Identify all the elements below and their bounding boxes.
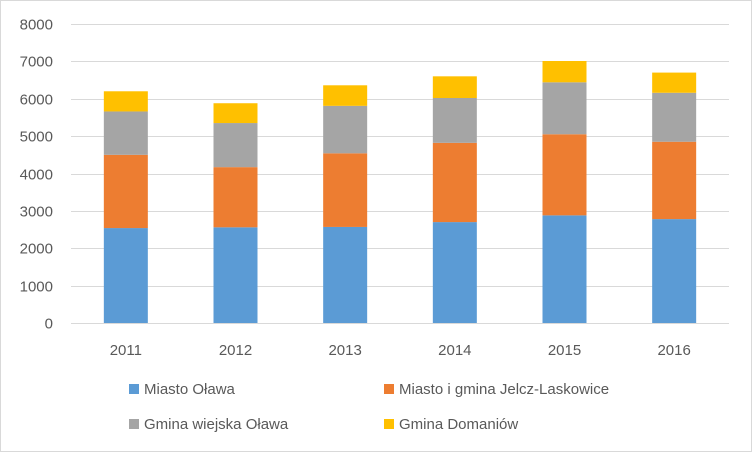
- legend-label: Miasto i gmina Jelcz-Laskowice: [399, 381, 609, 398]
- bar-segment: [213, 123, 258, 168]
- y-tick-label: 4000: [20, 167, 53, 184]
- legend-swatch: [384, 419, 394, 429]
- bar-segment: [542, 82, 587, 135]
- bar-segment: [103, 154, 148, 229]
- legend: Miasto Oława Miasto i gmina Jelcz-Laskowi…: [129, 381, 609, 433]
- bar-segment: [542, 215, 587, 323]
- bar-segment: [103, 91, 148, 112]
- x-tick-label: 2011: [110, 342, 142, 359]
- y-tick-label: 8000: [20, 17, 53, 34]
- legend-swatch: [129, 419, 139, 429]
- y-axis-ticks: 0 1000 2000 3000 4000 5000 6000 7000 8000: [20, 17, 53, 333]
- x-tick-label: 2014: [438, 342, 471, 359]
- bar-segment: [213, 167, 258, 228]
- bars: [103, 61, 697, 323]
- y-tick-label: 1000: [20, 279, 53, 296]
- legend-swatch: [129, 384, 139, 394]
- y-tick-label: 5000: [20, 129, 53, 146]
- bar-segment: [323, 105, 368, 154]
- bar-segment: [323, 85, 368, 106]
- y-tick-label: 7000: [20, 54, 53, 71]
- y-tick-label: 2000: [20, 241, 53, 258]
- bar-segment: [652, 92, 697, 142]
- legend-label: Gmina wiejska Oława: [144, 416, 289, 433]
- x-axis-ticks: 2011 2012 2013 2014 2015 2016: [110, 342, 691, 359]
- bar-segment: [432, 222, 477, 323]
- y-tick-label: 6000: [20, 92, 53, 109]
- bar-segment: [103, 228, 148, 323]
- legend-label: Miasto Oława: [144, 381, 236, 398]
- bar-segment: [103, 111, 148, 155]
- bar-segment: [432, 142, 477, 223]
- bar-segment: [432, 98, 477, 143]
- bar-segment: [323, 226, 368, 323]
- bar-segment: [652, 72, 697, 93]
- y-tick-label: 3000: [20, 204, 53, 221]
- legend-swatch: [384, 384, 394, 394]
- bar-segment: [432, 76, 477, 99]
- gridlines: [71, 24, 729, 287]
- bar-segment: [652, 141, 697, 220]
- y-tick-label: 0: [45, 316, 53, 333]
- x-tick-label: 2015: [548, 342, 581, 359]
- legend-label: Gmina Domaniów: [399, 416, 518, 433]
- bar-segment: [542, 61, 587, 83]
- bar-segment: [213, 227, 258, 323]
- bar-segment: [652, 219, 697, 323]
- bar-segment: [323, 153, 368, 227]
- bar-segment: [542, 134, 587, 216]
- x-tick-label: 2013: [328, 342, 361, 359]
- bar-segment: [213, 103, 258, 124]
- x-tick-label: 2012: [219, 342, 252, 359]
- x-tick-label: 2016: [657, 342, 690, 359]
